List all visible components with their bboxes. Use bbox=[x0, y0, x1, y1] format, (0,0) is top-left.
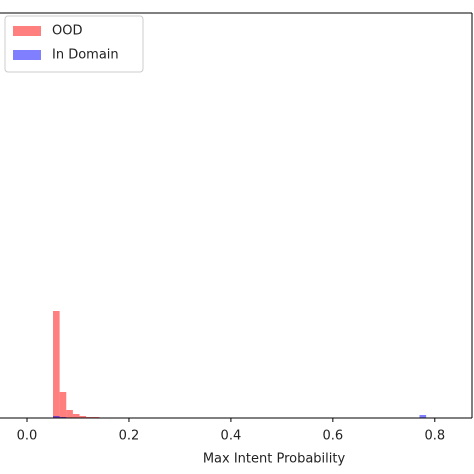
bar bbox=[53, 416, 60, 418]
bar bbox=[79, 416, 87, 418]
x-tick-label: 0.6 bbox=[323, 429, 344, 444]
bar bbox=[53, 311, 60, 418]
x-tick-label: 0.0 bbox=[17, 429, 38, 444]
bar bbox=[59, 392, 67, 418]
x-tick-label: 0.4 bbox=[221, 429, 242, 444]
legend-swatch bbox=[13, 26, 41, 36]
x-tick-label: 0.2 bbox=[119, 429, 140, 444]
x-tick-label: 0.8 bbox=[424, 429, 445, 444]
x-axis-label: Max Intent Probability bbox=[203, 452, 346, 467]
bar bbox=[419, 415, 427, 418]
bar bbox=[66, 410, 73, 418]
legend-label: OOD bbox=[52, 24, 82, 39]
legend-label: In Domain bbox=[52, 48, 119, 63]
bar bbox=[72, 414, 80, 418]
legend-swatch bbox=[13, 50, 41, 60]
